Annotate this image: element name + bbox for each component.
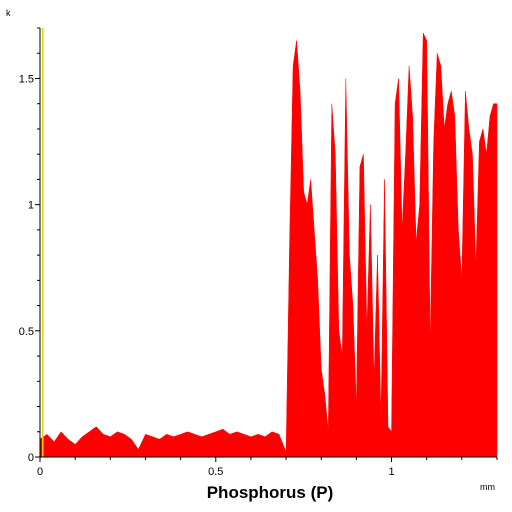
y-tick-label: 0 bbox=[28, 452, 34, 464]
area-layer bbox=[39, 32, 498, 458]
y-tick-label: 1.5 bbox=[19, 73, 34, 85]
x-tick-label: 1 bbox=[388, 466, 394, 478]
x-unit-label: mm bbox=[480, 482, 495, 492]
y-tick-group: 0 0.5 1 1.5 bbox=[19, 27, 40, 464]
x-tick-group: 0 0.5 1 bbox=[37, 457, 498, 478]
series-area-0 bbox=[39, 32, 498, 458]
chart-title: Phosphorus (P) bbox=[207, 483, 334, 502]
y-tick-label: 0.5 bbox=[19, 326, 34, 338]
x-tick-label: 0.5 bbox=[208, 466, 223, 478]
y-unit-label: k bbox=[6, 8, 11, 18]
y-tick-label: 1 bbox=[28, 200, 34, 212]
x-tick-label: 0 bbox=[37, 466, 43, 478]
